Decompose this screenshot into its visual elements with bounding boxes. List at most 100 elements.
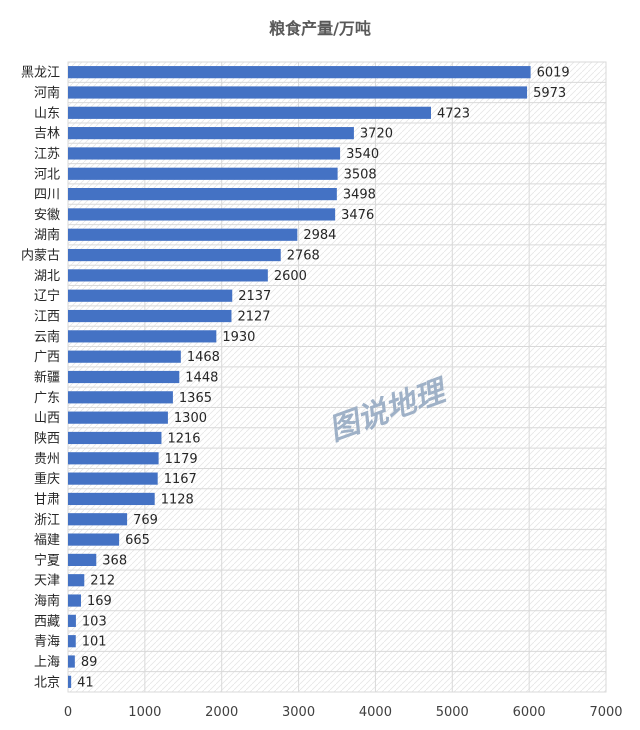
- category-label: 黑龙江: [21, 66, 60, 81]
- bar: [68, 655, 75, 668]
- value-label: 41: [77, 675, 94, 690]
- bar: [68, 370, 180, 384]
- category-label: 甘肃: [34, 492, 60, 507]
- category-label: 湖北: [34, 269, 60, 284]
- bar: [68, 391, 173, 404]
- category-label: 上海: [34, 655, 60, 670]
- x-tick-label: 5000: [436, 705, 469, 720]
- value-label: 769: [133, 513, 158, 528]
- bar: [68, 452, 159, 465]
- bar: [68, 167, 338, 180]
- category-label: 天津: [34, 574, 60, 589]
- bar: [68, 594, 81, 607]
- value-label: 665: [125, 533, 150, 548]
- bar: [68, 492, 155, 506]
- value-label: 3476: [341, 208, 374, 223]
- category-label: 云南: [34, 329, 60, 345]
- value-label: 2137: [238, 289, 271, 304]
- category-label: 江西: [34, 310, 60, 325]
- x-tick-label: 0: [64, 705, 72, 720]
- value-label: 2984: [303, 228, 336, 243]
- value-label: 1930: [222, 330, 255, 345]
- value-label: 6019: [537, 66, 570, 81]
- category-label: 四川: [34, 188, 60, 203]
- bar: [68, 228, 298, 241]
- value-label: 4723: [437, 106, 470, 121]
- bar: [68, 86, 528, 99]
- bar: [68, 472, 158, 485]
- value-label: 2127: [237, 310, 270, 325]
- category-label: 福建: [34, 533, 60, 548]
- category-label: 贵州: [34, 452, 60, 467]
- bar: [68, 127, 354, 140]
- bar: [68, 66, 531, 79]
- value-label: 1216: [167, 431, 200, 446]
- x-tick-label: 4000: [359, 705, 392, 720]
- bar: [68, 553, 97, 566]
- value-label: 103: [82, 614, 107, 629]
- value-label: 2600: [274, 269, 307, 284]
- value-label: 3498: [343, 188, 376, 203]
- bar: [68, 147, 341, 160]
- category-label: 安徽: [34, 208, 60, 223]
- category-label: 广东: [34, 391, 60, 406]
- category-label: 青海: [34, 635, 60, 650]
- value-label: 169: [87, 594, 112, 609]
- category-label: 新疆: [34, 370, 60, 386]
- value-label: 1167: [164, 472, 197, 487]
- bar: [68, 431, 162, 445]
- bars: [68, 66, 531, 688]
- bar: [68, 309, 232, 323]
- category-label: 陕西: [34, 431, 60, 446]
- bar: [68, 188, 337, 201]
- bar: [68, 106, 431, 119]
- category-label: 湖南: [34, 227, 60, 243]
- x-tick-label: 6000: [513, 705, 546, 720]
- x-tick-label: 2000: [205, 705, 238, 720]
- category-label: 广西: [34, 350, 60, 365]
- category-label: 浙江: [34, 513, 60, 528]
- category-label: 重庆: [34, 471, 60, 487]
- value-label: 1300: [174, 411, 207, 426]
- bar: [68, 513, 128, 526]
- x-tick-label: 1000: [128, 705, 161, 720]
- category-labels: 黑龙江河南山东吉林江苏河北四川安徽湖南内蒙古湖北辽宁江西云南广西新疆广东山西陕西…: [21, 66, 60, 691]
- category-label: 宁夏: [34, 552, 60, 568]
- value-label: 1448: [185, 371, 218, 386]
- bar: [68, 574, 85, 587]
- category-label: 山西: [34, 411, 60, 426]
- value-label: 368: [102, 553, 127, 568]
- value-label: 2768: [287, 249, 320, 264]
- value-label: 1128: [161, 492, 194, 507]
- category-label: 吉林: [34, 127, 60, 142]
- category-label: 河北: [34, 167, 60, 182]
- bar: [68, 350, 181, 363]
- category-label: 西藏: [34, 614, 60, 629]
- x-axis-ticks: 0 1000 2000 3000 4000 5000 6000 7000: [64, 705, 623, 720]
- x-tick-label: 7000: [589, 705, 622, 720]
- chart-title: 粮食产量/万吨: [269, 19, 371, 38]
- value-label: 1179: [165, 452, 198, 467]
- bar: [68, 411, 168, 424]
- category-label: 辽宁: [34, 288, 60, 304]
- value-label: 3508: [344, 167, 377, 182]
- bar: [68, 635, 76, 648]
- bar: [68, 269, 268, 282]
- bar: [68, 208, 336, 221]
- x-tick-label: 3000: [282, 705, 315, 720]
- bar: [68, 248, 281, 262]
- value-label: 101: [82, 635, 107, 650]
- category-label: 海南: [34, 593, 60, 609]
- category-label: 河南: [34, 85, 60, 101]
- bar: [68, 614, 76, 627]
- category-label: 内蒙古: [21, 248, 60, 264]
- value-labels: 6019 5973 4723 3720 3540 3508 3498 3476 2984 2768…: [77, 66, 570, 691]
- value-label: 89: [81, 655, 98, 670]
- value-label: 212: [90, 574, 115, 589]
- value-label: 3540: [346, 147, 379, 162]
- value-label: 1365: [179, 391, 212, 406]
- value-label: 1468: [187, 350, 220, 365]
- gridlines: [67, 62, 607, 692]
- value-label: 5973: [533, 86, 566, 101]
- category-label: 北京: [34, 675, 60, 690]
